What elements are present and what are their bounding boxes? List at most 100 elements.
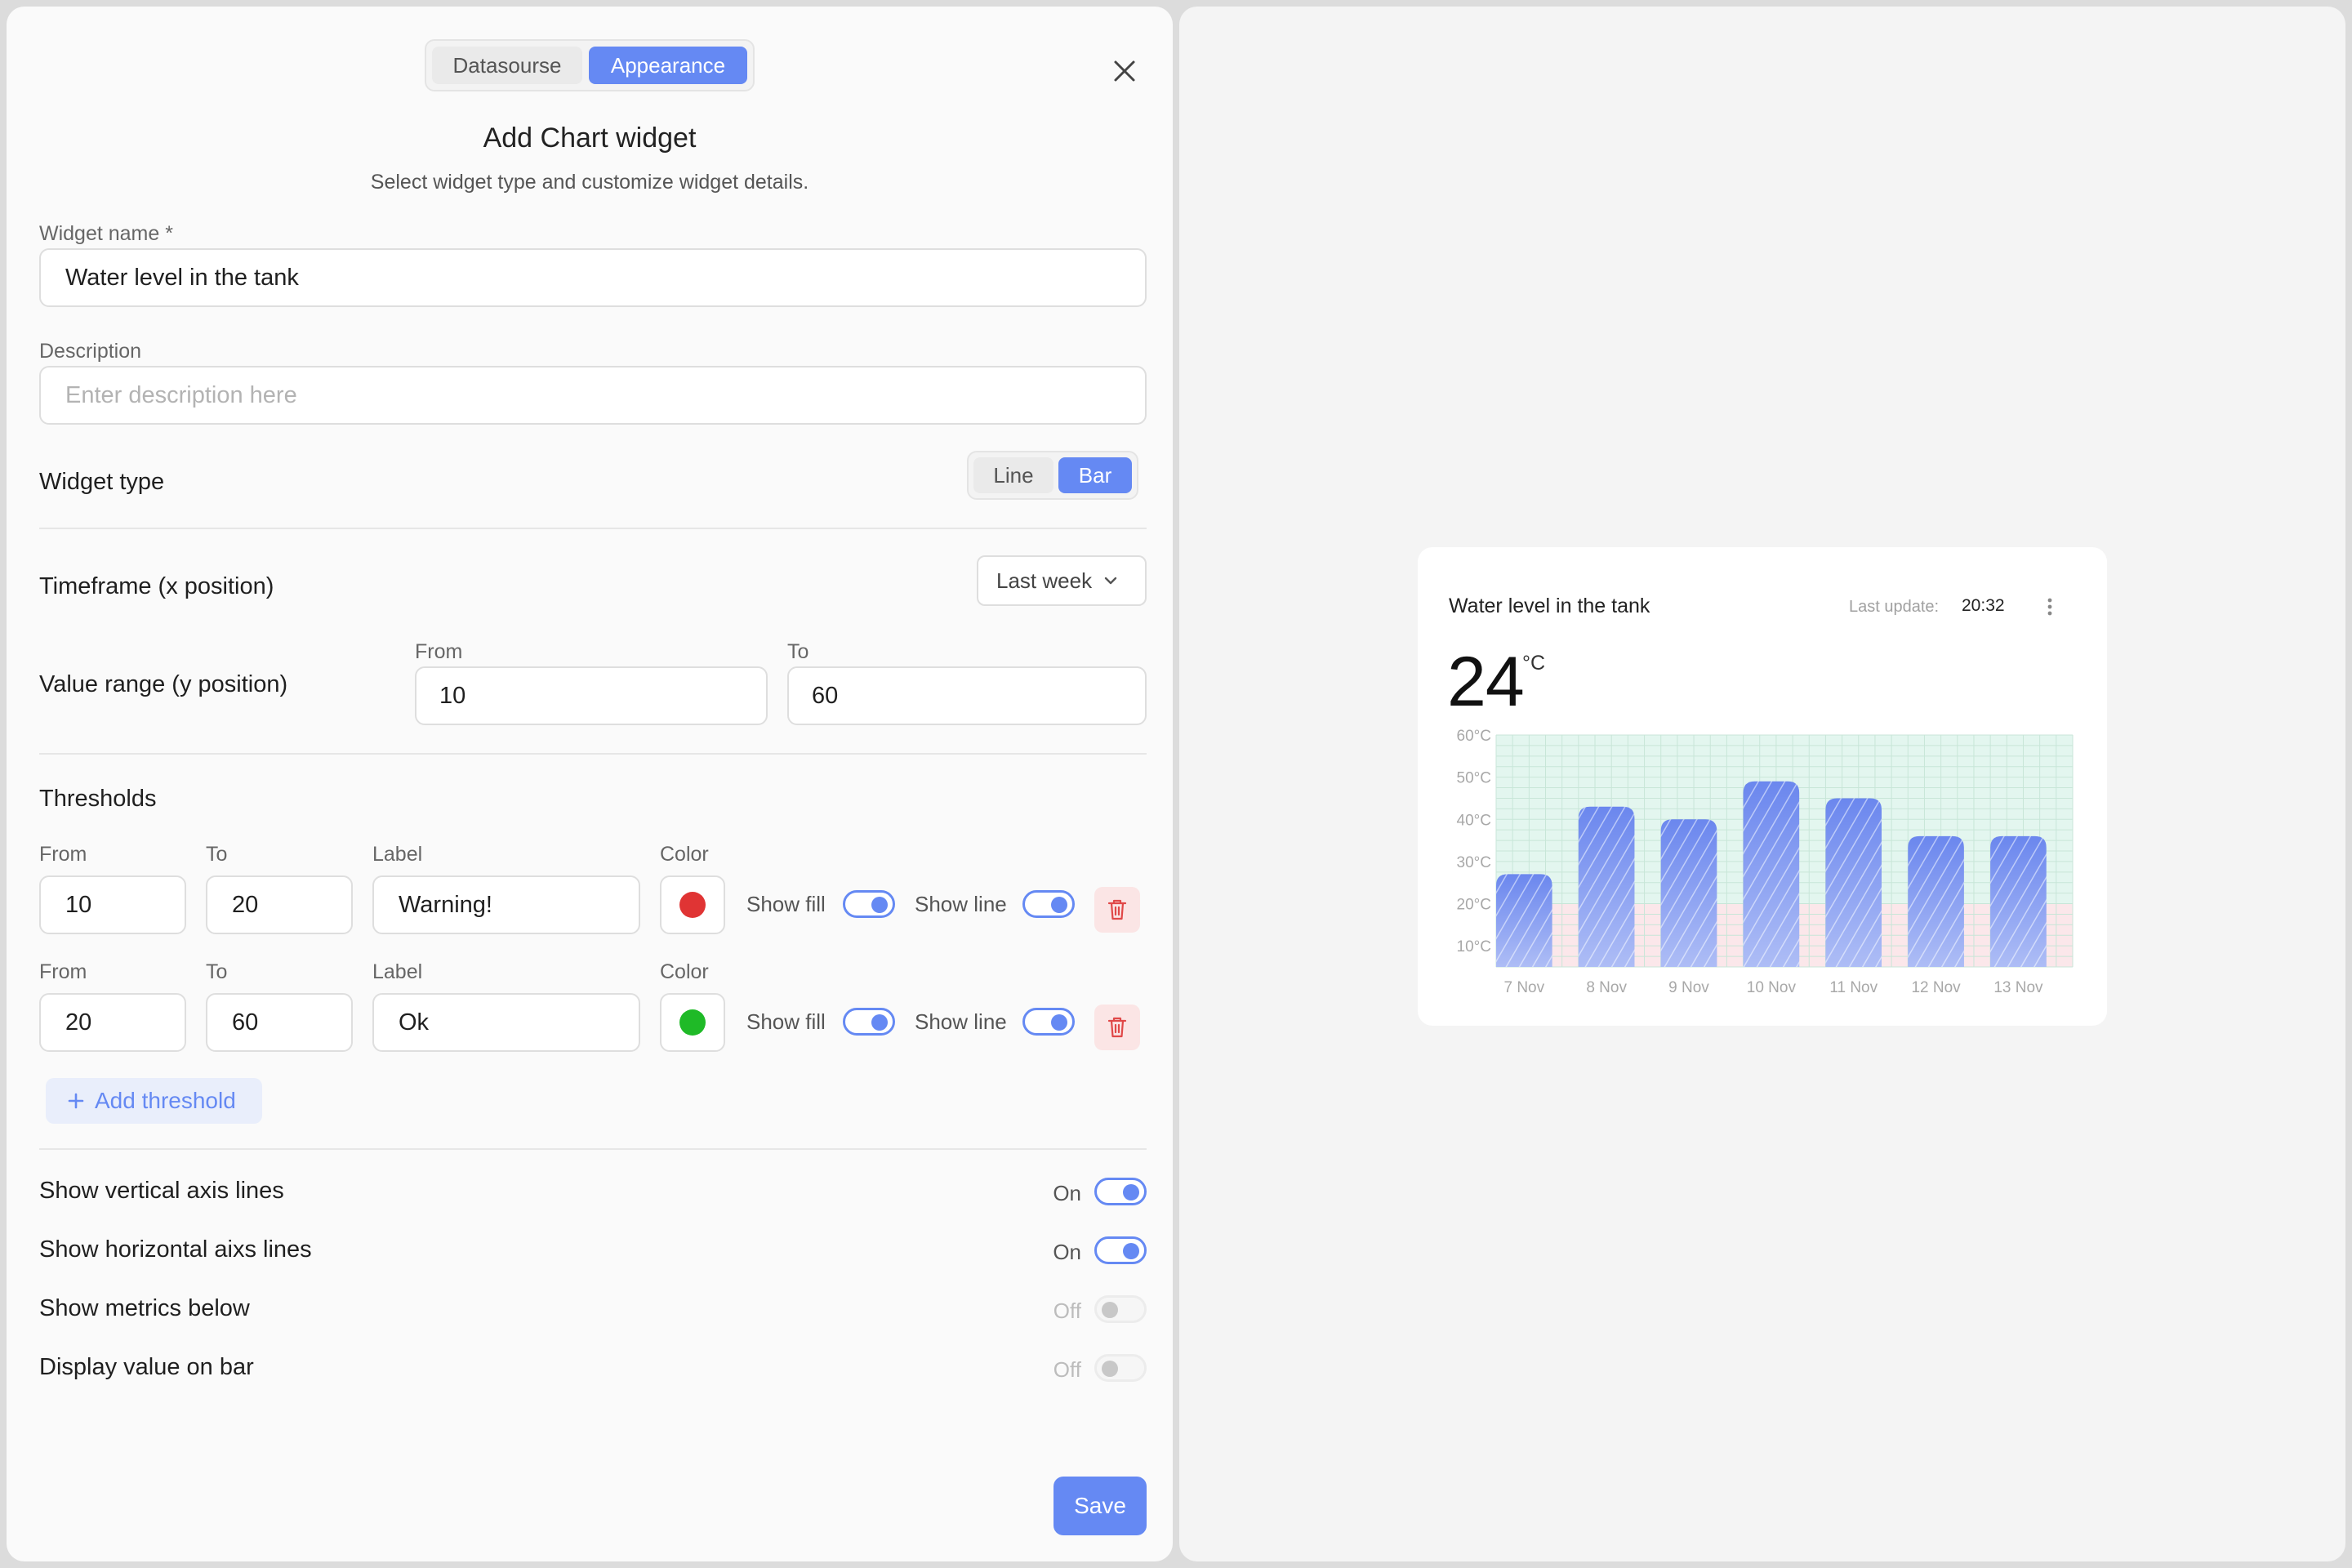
bar-shade: [1660, 819, 1717, 967]
bar-shade: [1743, 781, 1800, 967]
widget-name-label: Widget name *: [39, 222, 173, 245]
show-fill-label: Show fill: [746, 892, 826, 916]
add-threshold-button[interactable]: Add threshold: [46, 1078, 262, 1124]
widget-name-input[interactable]: Water level in the tank: [39, 248, 1147, 307]
color-swatch: [679, 892, 706, 918]
chevron-down-icon: [1104, 577, 1117, 585]
setting-metrics-below-state: Off: [1053, 1298, 1081, 1323]
save-button[interactable]: Save: [1054, 1477, 1147, 1535]
description-input[interactable]: Enter description here: [39, 366, 1147, 425]
bar-chart: 10°C 20°C 30°C 40°C 50°C 60°C 7 Nov 8 Nov 9 Nov…: [1457, 728, 2074, 996]
color-swatch: [679, 1009, 706, 1036]
y-tick-label: 20°C: [1457, 897, 1491, 914]
add-widget-modal: Datasourse Appearance Add Chart widget S…: [7, 7, 1173, 1561]
bar-shade: [1578, 806, 1635, 967]
threshold-from-input[interactable]: 20: [39, 993, 186, 1052]
threshold-from-label: From: [39, 843, 87, 866]
threshold-to-label: To: [206, 843, 228, 866]
show-line-label: Show line: [915, 1009, 1007, 1034]
timeframe-value: Last week: [996, 568, 1093, 593]
widget-type-label: Widget type: [39, 469, 165, 495]
widget-preview-card: Water level in the tank Last update: 20:…: [1418, 547, 2107, 1026]
setting-value-on-bar-label: Display value on bar: [39, 1354, 254, 1380]
setting-value-on-bar-state: Off: [1053, 1357, 1081, 1382]
setting-vertical-axis-label: Show vertical axis lines: [39, 1178, 284, 1204]
x-tick-label: 8 Nov: [1586, 979, 1627, 996]
divider: [39, 753, 1147, 755]
last-update-time: 20:32: [1962, 596, 2005, 615]
threshold-label-label: Label: [372, 960, 423, 983]
divider: [39, 528, 1147, 529]
x-tick-label: 12 Nov: [1911, 979, 1961, 996]
trash-icon: [1107, 1017, 1127, 1038]
widget-title: Water level in the tank: [1449, 595, 1650, 617]
setting-horizontal-axis-state: On: [1053, 1240, 1081, 1264]
x-tick-label: 9 Nov: [1668, 979, 1709, 996]
y-tick-label: 50°C: [1457, 770, 1491, 787]
threshold-to-input[interactable]: 60: [206, 993, 353, 1052]
y-tick-label: 30°C: [1457, 854, 1491, 871]
tab-appearance[interactable]: Appearance: [589, 47, 747, 84]
range-from-label: From: [415, 640, 463, 663]
threshold-color-label: Color: [660, 960, 709, 983]
show-line-label: Show line: [915, 892, 1007, 916]
divider: [39, 1148, 1147, 1150]
add-threshold-label: Add threshold: [95, 1088, 236, 1113]
last-update-label: Last update:: [1849, 598, 1940, 616]
horizontal-axis-toggle[interactable]: [1094, 1236, 1147, 1264]
preview-panel: Water level in the tank Last update: 20:…: [1179, 7, 2345, 1561]
threshold-to-input[interactable]: 20: [206, 875, 353, 934]
value-range-label: Value range (y position): [39, 671, 288, 697]
tab-datasource[interactable]: Datasourse: [432, 47, 582, 84]
x-tick-label: 13 Nov: [1993, 979, 2043, 996]
threshold-from-input[interactable]: 10: [39, 875, 186, 934]
delete-threshold-button[interactable]: [1094, 887, 1140, 933]
y-tick-label: 10°C: [1457, 938, 1491, 956]
x-tick-label: 11 Nov: [1829, 979, 1878, 996]
delete-threshold-button[interactable]: [1094, 1004, 1140, 1050]
show-line-toggle[interactable]: [1022, 890, 1075, 918]
y-tick-label: 60°C: [1457, 728, 1491, 745]
threshold-label-input[interactable]: Warning!: [372, 875, 640, 934]
threshold-color-label: Color: [660, 843, 709, 866]
show-line-toggle[interactable]: [1022, 1008, 1075, 1036]
show-fill-toggle[interactable]: [843, 1008, 895, 1036]
show-fill-toggle[interactable]: [843, 890, 895, 918]
value-unit: °C: [1522, 652, 1546, 675]
value-on-bar-toggle[interactable]: [1094, 1354, 1147, 1382]
threshold-color-picker[interactable]: [660, 993, 725, 1052]
bar-shade: [1825, 798, 1882, 967]
widget-type-bar[interactable]: Bar: [1058, 457, 1132, 493]
setting-horizontal-axis-label: Show horizontal aixs lines: [39, 1236, 312, 1263]
range-to-input[interactable]: 60: [787, 666, 1147, 725]
timeframe-label: Timeframe (x position): [39, 573, 274, 599]
close-icon[interactable]: [1111, 57, 1138, 85]
threshold-label-input[interactable]: Ok: [372, 993, 640, 1052]
x-tick-label: 7 Nov: [1503, 979, 1544, 996]
threshold-to-label: To: [206, 960, 228, 983]
metrics-below-toggle[interactable]: [1094, 1295, 1147, 1323]
more-options-icon[interactable]: [2045, 595, 2055, 619]
threshold-color-picker[interactable]: [660, 875, 725, 934]
thresholds-label: Thresholds: [39, 786, 157, 812]
description-label: Description: [39, 340, 142, 363]
show-fill-label: Show fill: [746, 1009, 826, 1034]
bar-shade: [1496, 874, 1552, 967]
timeframe-select[interactable]: Last week: [977, 555, 1147, 606]
range-to-label: To: [787, 640, 809, 663]
modal-subtitle: Select widget type and customize widget …: [370, 171, 809, 194]
modal-tabs: Datasourse Appearance: [425, 39, 755, 91]
range-from-input[interactable]: 10: [415, 666, 768, 725]
plus-icon: [68, 1093, 84, 1109]
widget-type-line[interactable]: Line: [973, 457, 1054, 493]
setting-metrics-below-label: Show metrics below: [39, 1295, 250, 1321]
vertical-axis-toggle[interactable]: [1094, 1178, 1147, 1205]
bar-shade: [1990, 835, 2047, 967]
trash-icon: [1107, 899, 1127, 920]
x-tick-label: 10 Nov: [1747, 979, 1797, 996]
current-value: 24: [1447, 643, 1525, 721]
threshold-from-label: From: [39, 960, 87, 983]
widget-type-toggle: Line Bar: [967, 451, 1138, 500]
bar-shade: [1908, 835, 1964, 967]
modal-title: Add Chart widget: [483, 122, 697, 154]
